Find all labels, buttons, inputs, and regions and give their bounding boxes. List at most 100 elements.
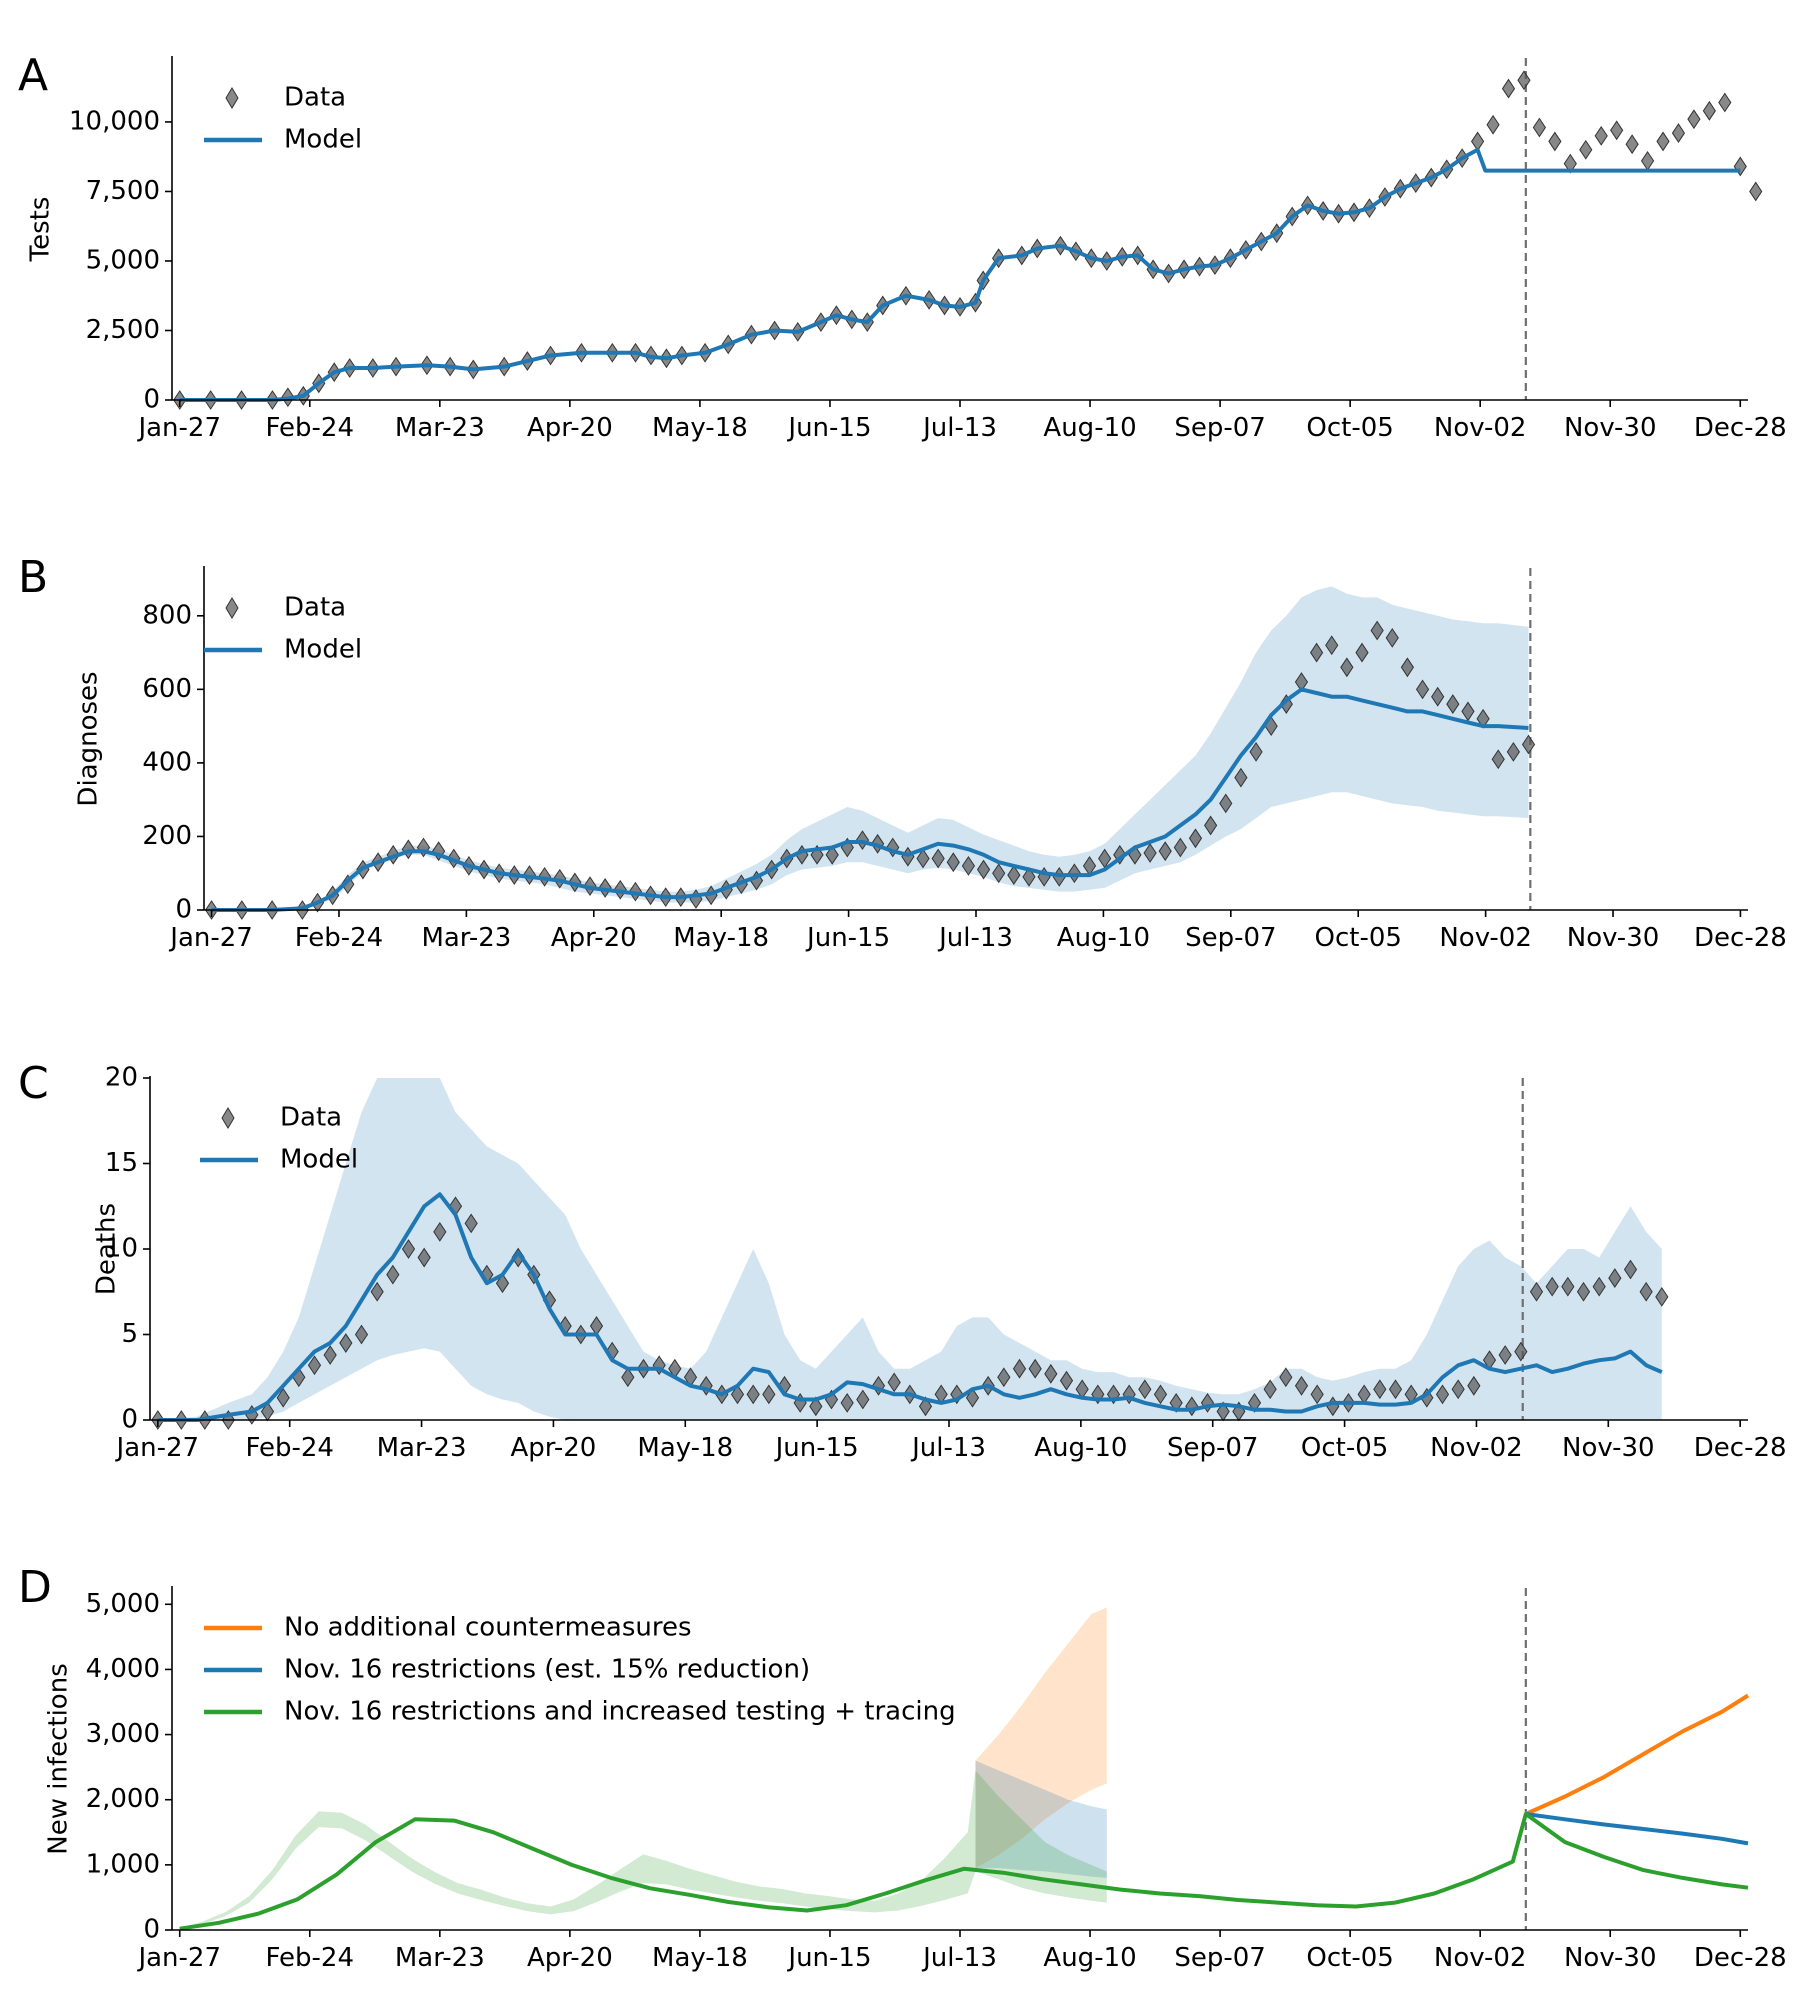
y-tick-label: 15 bbox=[105, 1148, 138, 1178]
y-tick-label: 5,000 bbox=[86, 1589, 160, 1619]
data-point bbox=[1309, 642, 1324, 663]
y-axis-label: Diagnoses bbox=[73, 671, 103, 806]
data-point bbox=[1188, 828, 1203, 849]
data-point bbox=[1388, 1379, 1403, 1400]
legend-label: Model bbox=[280, 1145, 358, 1175]
y-axis-label: Tests bbox=[25, 197, 55, 263]
data-point bbox=[1639, 1281, 1653, 1302]
data-point bbox=[1370, 620, 1384, 641]
x-tick-label: Sep-07 bbox=[1174, 1943, 1265, 1973]
y-tick-label: 3,000 bbox=[86, 1719, 160, 1749]
data-point bbox=[1415, 679, 1430, 700]
x-tick-label: Nov-02 bbox=[1439, 923, 1532, 953]
x-tick-label: Feb-24 bbox=[295, 923, 384, 953]
data-point bbox=[417, 1247, 431, 1268]
series-line bbox=[1525, 1812, 1749, 1846]
x-tick-label: Oct-05 bbox=[1301, 1433, 1388, 1463]
x-tick-label: Dec-28 bbox=[1694, 1433, 1787, 1463]
data-point bbox=[1702, 100, 1716, 121]
data-point bbox=[1608, 1268, 1622, 1288]
x-tick-label: Nov-30 bbox=[1562, 1433, 1655, 1463]
x-tick-label: May-18 bbox=[673, 923, 769, 953]
data-point bbox=[1655, 1286, 1669, 1307]
panel-letter: A bbox=[18, 50, 48, 101]
data-point bbox=[1022, 867, 1036, 887]
data-point bbox=[1749, 181, 1763, 202]
y-tick-label: 200 bbox=[142, 821, 192, 851]
x-tick-label: Sep-07 bbox=[1185, 923, 1276, 953]
data-point bbox=[1610, 120, 1624, 141]
x-tick-label: Nov-02 bbox=[1430, 1433, 1523, 1463]
data-point bbox=[1263, 1379, 1277, 1400]
panel-a: A 0 2,500 5,000 7,500 10,000 Jan-27 Feb-24 Mar-2… bbox=[18, 50, 1787, 443]
x-tick-label: Jan-27 bbox=[168, 923, 253, 953]
legend-entry: Model bbox=[200, 1145, 358, 1175]
y-tick-label: 7,500 bbox=[86, 176, 160, 206]
x-tick-label: Jan-27 bbox=[136, 1943, 221, 1973]
data-point bbox=[1498, 1345, 1512, 1365]
panel-c: C 0 5 10 15 20 Jan-27 Feb-24 Mar-23 Apr-20 May-18 J… bbox=[18, 1058, 1787, 1463]
x-tick-label: Dec-28 bbox=[1694, 923, 1787, 953]
data-point bbox=[746, 1384, 760, 1405]
data-point bbox=[1012, 1358, 1027, 1379]
model-range-band bbox=[211, 586, 1529, 910]
data-point bbox=[1656, 131, 1670, 152]
panel-letter: D bbox=[18, 1562, 52, 1613]
data-point bbox=[1625, 134, 1639, 155]
data-point bbox=[1640, 150, 1655, 171]
x-tick-label: Feb-24 bbox=[266, 1943, 355, 1973]
data-point bbox=[1249, 741, 1263, 762]
x-tick-label: Dec-28 bbox=[1694, 413, 1787, 443]
x-tick-label: Sep-07 bbox=[1167, 1433, 1258, 1463]
data-point bbox=[1451, 1379, 1465, 1400]
y-axis-label: Deaths bbox=[91, 1203, 121, 1295]
y-tick-label: 400 bbox=[142, 747, 192, 777]
legend-label: Model bbox=[284, 635, 362, 665]
data-point bbox=[1563, 153, 1577, 174]
data-point bbox=[1733, 156, 1747, 177]
data-point bbox=[464, 1213, 478, 1234]
x-tick-label: Apr-20 bbox=[511, 1433, 597, 1463]
data-point bbox=[1028, 1358, 1042, 1379]
diamond-marker-icon bbox=[225, 87, 239, 109]
data-point bbox=[840, 1392, 854, 1413]
x-tick-label: Aug-10 bbox=[1043, 413, 1136, 443]
data-point bbox=[916, 848, 930, 869]
panel-letter: C bbox=[18, 1058, 49, 1109]
x-tick-label: Jun-15 bbox=[805, 923, 890, 953]
data-point bbox=[1138, 1379, 1152, 1400]
y-tick-label: 2,000 bbox=[86, 1784, 160, 1814]
scenario-band bbox=[975, 1607, 1107, 1869]
data-point bbox=[1143, 843, 1157, 863]
data-point bbox=[495, 1273, 510, 1294]
data-point bbox=[1153, 1384, 1168, 1405]
series-line bbox=[179, 1812, 1749, 1931]
data-point bbox=[1579, 139, 1593, 160]
data-point bbox=[1158, 841, 1172, 862]
data-point bbox=[1435, 1384, 1450, 1405]
series-line bbox=[157, 1192, 1663, 1422]
data-point bbox=[1007, 865, 1021, 885]
x-tick-label: Jun-15 bbox=[774, 1433, 859, 1463]
y-tick-label: 20 bbox=[105, 1063, 138, 1093]
legend-label: Data bbox=[284, 593, 346, 623]
series-line bbox=[1524, 1693, 1750, 1816]
y-tick-label: 800 bbox=[142, 600, 192, 630]
x-tick-label: Dec-28 bbox=[1694, 1943, 1787, 1973]
x-tick-label: May-18 bbox=[637, 1433, 733, 1463]
data-point bbox=[946, 852, 960, 873]
x-tick-label: Apr-20 bbox=[527, 1943, 613, 1973]
x-tick-label: Aug-10 bbox=[1057, 923, 1150, 953]
x-tick-label: May-18 bbox=[652, 413, 748, 443]
data-point bbox=[354, 1324, 369, 1345]
x-tick-label: Apr-20 bbox=[527, 413, 613, 443]
data-point bbox=[1385, 627, 1399, 648]
model-range-band bbox=[157, 1078, 1662, 1420]
legend-entry: Nov. 16 restrictions (est. 15% reduction… bbox=[204, 1655, 810, 1685]
x-tick-label: May-18 bbox=[652, 1943, 748, 1973]
data-point bbox=[341, 874, 355, 895]
legend-label: Data bbox=[284, 83, 346, 113]
x-tick-label: Apr-20 bbox=[551, 923, 637, 953]
diamond-marker-icon bbox=[225, 597, 239, 619]
